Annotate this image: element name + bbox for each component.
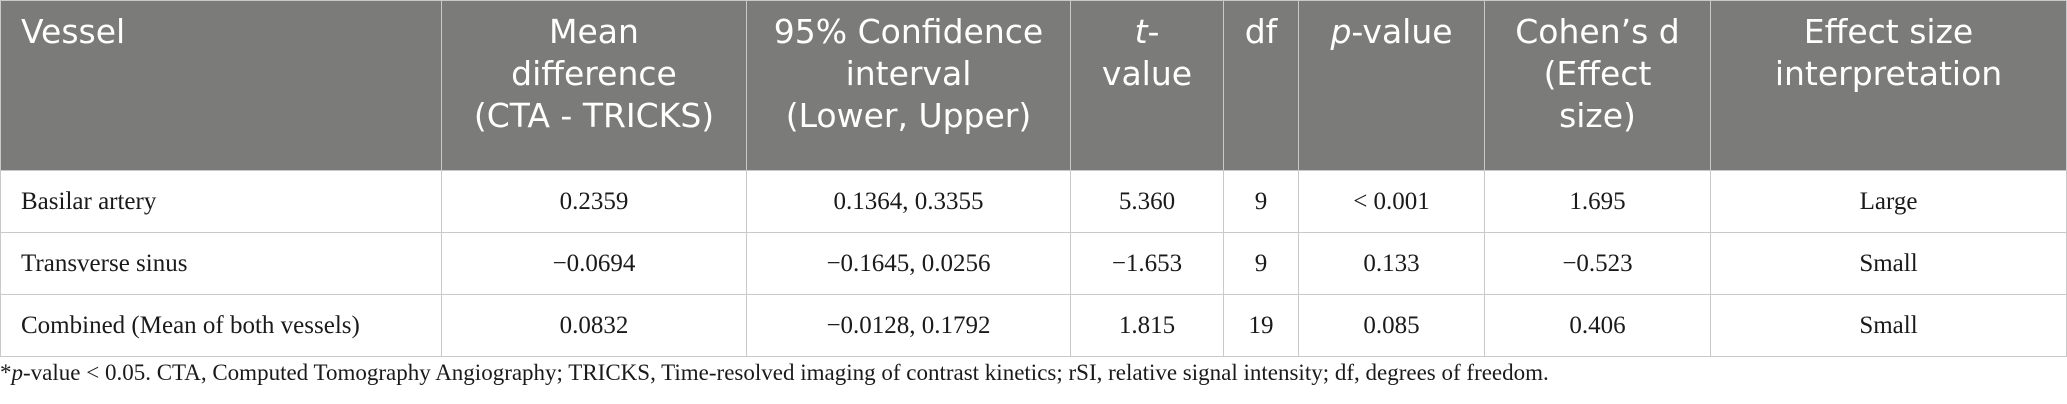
header-confidence-interval: 95% Confidence interval (Lower, Upper) (746, 0, 1071, 171)
cell-p-value: < 0.001 (1298, 170, 1485, 233)
cell-vessel: Combined (Mean of both vessels) (0, 294, 442, 357)
header-df: df (1223, 0, 1299, 171)
table-footnote: *p-value < 0.05. CTA, Computed Tomograph… (0, 360, 1549, 386)
header-mean-difference: Mean difference (CTA - TRICKS) (441, 0, 747, 171)
cell-confidence-interval: −0.0128, 0.1792 (746, 294, 1071, 357)
cell-t-value: −1.653 (1070, 232, 1224, 295)
cell-df: 9 (1223, 232, 1299, 295)
header-p-value: p-value (1298, 0, 1485, 171)
cell-effect-size-interpretation: Small (1710, 232, 2067, 295)
header-effect-size-interpretation: Effect size interpretation (1710, 0, 2067, 171)
cell-df: 19 (1223, 294, 1299, 357)
cell-effect-size-interpretation: Large (1710, 170, 2067, 233)
header-vessel: Vessel (0, 0, 442, 171)
header-row: Vessel Mean difference (CTA - TRICKS) 95… (0, 0, 2067, 171)
cell-t-value: 1.815 (1070, 294, 1224, 357)
cell-vessel: Transverse sinus (0, 232, 442, 295)
footnote-text: -value < 0.05. CTA, Computed Tomography … (23, 360, 1549, 385)
table-row: Combined (Mean of both vessels) 0.0832 −… (0, 294, 2067, 357)
table-row: Transverse sinus −0.0694 −0.1645, 0.0256… (0, 232, 2067, 295)
cell-mean-difference: −0.0694 (441, 232, 747, 295)
cell-effect-size-interpretation: Small (1710, 294, 2067, 357)
cell-p-value: 0.085 (1298, 294, 1485, 357)
cell-t-value: 5.360 (1070, 170, 1224, 233)
footnote-p: p (11, 360, 24, 385)
cell-p-value: 0.133 (1298, 232, 1485, 295)
cell-cohens-d: 0.406 (1484, 294, 1711, 357)
footnote-star: * (0, 360, 12, 385)
results-table: Vessel Mean difference (CTA - TRICKS) 95… (0, 0, 2067, 357)
cell-cohens-d: 1.695 (1484, 170, 1711, 233)
header-t-value: t-value (1070, 0, 1224, 171)
cell-vessel: Basilar artery (0, 170, 442, 233)
cell-confidence-interval: 0.1364, 0.3355 (746, 170, 1071, 233)
table-row: Basilar artery 0.2359 0.1364, 0.3355 5.3… (0, 170, 2067, 233)
cell-mean-difference: 0.2359 (441, 170, 747, 233)
cell-df: 9 (1223, 170, 1299, 233)
cell-confidence-interval: −0.1645, 0.0256 (746, 232, 1071, 295)
cell-mean-difference: 0.0832 (441, 294, 747, 357)
cell-cohens-d: −0.523 (1484, 232, 1711, 295)
header-cohens-d: Cohen’s d (Effect size) (1484, 0, 1711, 171)
